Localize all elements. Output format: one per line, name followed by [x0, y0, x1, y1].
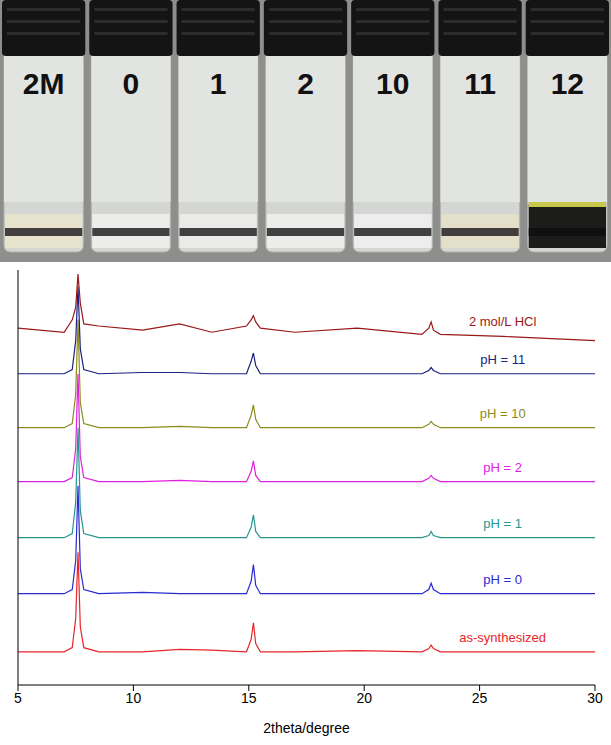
svg-text:1: 1	[210, 67, 227, 100]
svg-text:as-synthesized: as-synthesized	[459, 630, 546, 645]
svg-text:2: 2	[297, 67, 314, 100]
svg-text:pH = 11: pH = 11	[480, 352, 525, 367]
svg-text:15: 15	[241, 690, 257, 706]
svg-text:20: 20	[356, 690, 372, 706]
svg-text:pH = 0: pH = 0	[483, 572, 522, 587]
svg-text:30: 30	[587, 690, 603, 706]
svg-text:25: 25	[472, 690, 488, 706]
svg-text:10: 10	[126, 690, 142, 706]
svg-text:2theta/degree: 2theta/degree	[263, 720, 350, 736]
svg-text:pH = 10: pH = 10	[480, 406, 526, 421]
svg-text:2M: 2M	[23, 67, 65, 100]
svg-text:12: 12	[551, 67, 584, 100]
svg-text:2 mol/L HCl: 2 mol/L HCl	[469, 314, 537, 329]
svg-text:11: 11	[464, 67, 496, 100]
svg-text:pH = 1: pH = 1	[483, 516, 522, 531]
svg-text:5: 5	[14, 690, 22, 706]
svg-text:0: 0	[123, 67, 140, 100]
svg-text:10: 10	[376, 67, 409, 100]
svg-text:pH = 2: pH = 2	[483, 460, 522, 475]
